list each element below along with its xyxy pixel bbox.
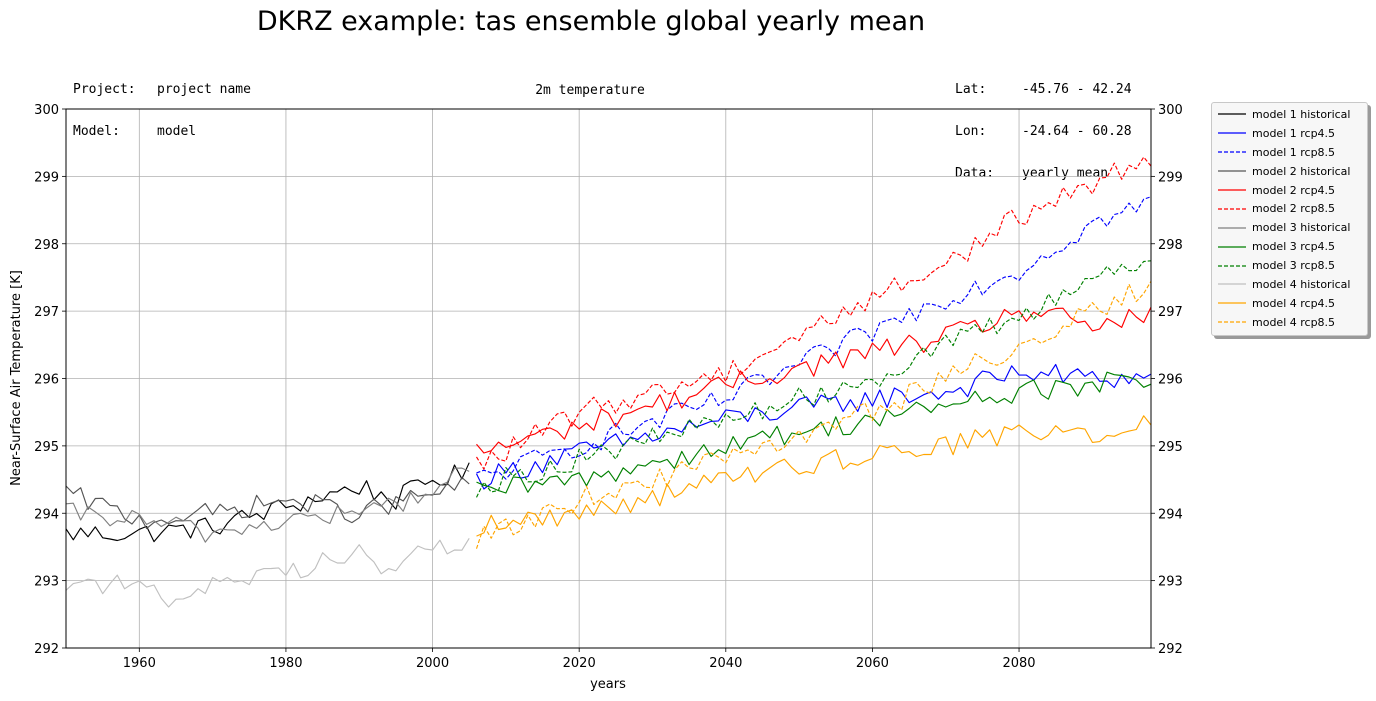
header-project-value: project name	[157, 82, 251, 97]
y-tick-label-right: 296	[1158, 373, 1183, 388]
header-project-row: Project: project name	[73, 83, 251, 97]
x-tick-label: 1980	[269, 656, 302, 671]
legend: model 1 historical model 1 rcp4.5 model 1 …	[1211, 102, 1368, 336]
series-line-model-4-rcp8-5	[475, 281, 1152, 549]
y-tick-label-left: 299	[34, 170, 59, 185]
y-tick-label-right: 297	[1158, 305, 1183, 320]
x-tick-label: 2020	[563, 656, 596, 671]
series-line-model-4-rcp4-5	[476, 415, 1152, 537]
header-right: Lat: -45.76 - 42.24 Lon: -24.64 - 60.28 Da…	[955, 55, 1132, 195]
legend-item: model 2 rcp4.5	[1212, 181, 1367, 200]
y-tick-label-right: 298	[1158, 238, 1183, 253]
x-tick-label: 2000	[416, 656, 449, 671]
legend-label: model 2 rcp4.5	[1252, 183, 1336, 197]
header-model-value: model	[157, 124, 197, 139]
legend-label: model 4 historical	[1252, 277, 1351, 291]
legend-swatch	[1218, 246, 1246, 248]
legend-swatch	[1218, 283, 1246, 286]
y-tick-label-left: 295	[34, 440, 59, 455]
legend-item: model 4 historical	[1212, 275, 1367, 294]
header-model-key: Model:	[73, 124, 120, 139]
legend-swatch	[1218, 264, 1246, 267]
legend-item: model 3 rcp4.5	[1212, 237, 1367, 256]
legend-swatch	[1218, 208, 1246, 210]
y-tick-label-right: 293	[1158, 575, 1183, 590]
y-tick-label-left: 297	[34, 305, 59, 320]
y-tick-label-right: 295	[1158, 440, 1183, 455]
legend-label: model 2 rcp8.5	[1252, 202, 1336, 216]
chart-subtitle: 2m temperature	[535, 83, 645, 98]
x-tick-label: 2060	[856, 656, 889, 671]
x-tick-label: 2040	[709, 656, 742, 671]
header-data-row: Data: yearly mean	[955, 167, 1132, 181]
legend-item: model 3 historical	[1212, 218, 1367, 237]
series-layer	[65, 156, 1152, 608]
series-line-model-4-historical	[65, 537, 470, 608]
header-lat-value: -45.76 - 42.24	[1022, 82, 1132, 97]
x-tick-label: 1960	[123, 656, 156, 671]
legend-item: model 4 rcp8.5	[1212, 313, 1367, 332]
legend-item: model 1 historical	[1212, 105, 1367, 124]
y-tick-label-left: 293	[34, 575, 59, 590]
legend-label: model 2 historical	[1252, 164, 1351, 178]
series-line-model-2-rcp8-5	[476, 156, 1152, 470]
legend-swatch	[1218, 321, 1246, 323]
series-line-model-3-historical	[65, 467, 470, 543]
y-tick-label-left: 298	[34, 238, 59, 253]
x-tick-label: 2080	[1002, 656, 1035, 671]
legend-label: model 4 rcp4.5	[1252, 296, 1336, 310]
y-tick-label-right: 294	[1158, 507, 1183, 522]
header-lon-row: Lon: -24.64 - 60.28	[955, 125, 1132, 139]
legend-label: model 1 rcp4.5	[1252, 126, 1336, 140]
header-data-key: Data:	[955, 166, 995, 181]
legend-item: model 2 rcp8.5	[1212, 199, 1367, 218]
y-tick-label-left: 292	[34, 642, 59, 657]
legend-item: model 2 historical	[1212, 162, 1367, 181]
legend-item: model 4 rcp4.5	[1212, 294, 1367, 313]
legend-label: model 1 historical	[1252, 107, 1351, 121]
series-line-model-3-rcp8-5	[475, 260, 1152, 498]
header-lat-key: Lat:	[955, 82, 987, 97]
legend-label: model 3 rcp8.5	[1252, 259, 1336, 273]
chart-title: DKRZ example: tas ensemble global yearly…	[256, 6, 926, 37]
legend-label: model 3 rcp4.5	[1252, 240, 1336, 254]
axis-ticks: 1960 1980 2000 2020 2040 2060 2080 292 292 293 293…	[34, 103, 1183, 671]
legend-swatch	[1218, 151, 1246, 153]
header-lat-row: Lat: -45.76 - 42.24	[955, 83, 1132, 97]
header-model-row: Model: model	[73, 125, 251, 139]
header-project-key: Project:	[73, 82, 136, 97]
y-tick-label-right: 300	[1158, 103, 1183, 118]
grid	[66, 108, 1151, 649]
y-tick-label-left: 296	[34, 373, 59, 388]
legend-item: model 3 rcp8.5	[1212, 256, 1367, 275]
legend-swatch	[1218, 302, 1246, 304]
legend-swatch	[1218, 227, 1246, 229]
header-data-value: yearly mean	[1022, 166, 1109, 181]
legend-swatch	[1218, 132, 1246, 134]
series-line-model-2-historical	[65, 476, 470, 530]
y-tick-label-right: 299	[1158, 170, 1183, 185]
header-lon-key: Lon:	[955, 124, 987, 139]
series-line-model-1-historical	[65, 462, 470, 543]
legend-swatch	[1218, 189, 1246, 191]
legend-swatch	[1218, 170, 1246, 172]
legend-label: model 4 rcp8.5	[1252, 315, 1336, 329]
legend-item: model 1 rcp8.5	[1212, 143, 1367, 162]
y-tick-label-right: 292	[1158, 642, 1183, 657]
series-line-model-1-rcp8-5	[476, 196, 1152, 480]
legend-swatch	[1218, 113, 1246, 116]
y-tick-label-left: 300	[34, 103, 59, 118]
x-axis-label: years	[590, 677, 626, 692]
series-line-model-1-rcp4-5	[475, 363, 1152, 490]
legend-label: model 1 rcp8.5	[1252, 145, 1336, 159]
y-tick-label-left: 294	[34, 507, 59, 522]
header-lon-value: -24.64 - 60.28	[1022, 124, 1132, 139]
series-line-model-2-rcp4-5	[476, 306, 1152, 454]
y-axis-label: Near-Surface Air Temperature [K]	[9, 270, 24, 486]
legend-label: model 3 historical	[1252, 221, 1351, 235]
legend-item: model 1 rcp4.5	[1212, 124, 1367, 143]
header-left: Project: project name Model: model	[73, 55, 251, 153]
